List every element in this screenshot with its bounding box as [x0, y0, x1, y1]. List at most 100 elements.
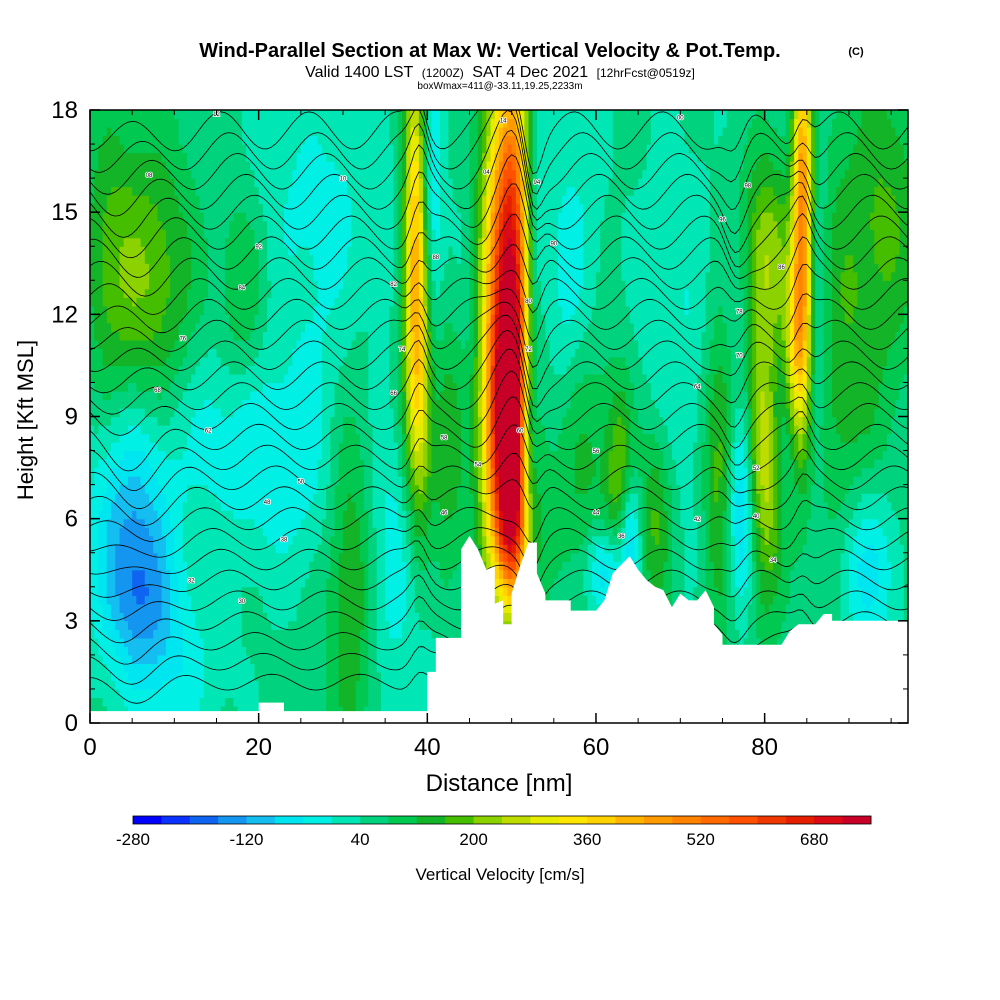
velocity-cell [262, 493, 268, 503]
velocity-cell [106, 595, 112, 605]
velocity-cell [300, 663, 306, 673]
velocity-cell [241, 246, 247, 256]
velocity-cell [317, 271, 323, 281]
velocity-cell [292, 195, 298, 205]
velocity-cell [292, 569, 298, 579]
velocity-cell [334, 169, 340, 179]
velocity-cell [364, 254, 369, 264]
velocity-cell [153, 620, 159, 630]
velocity-cell [178, 237, 184, 247]
velocity-cell [233, 578, 239, 588]
velocity-cell [313, 501, 319, 511]
velocity-cell [237, 501, 243, 511]
velocity-cell [191, 110, 197, 120]
velocity-cell [229, 501, 234, 511]
velocity-cell [153, 220, 159, 230]
velocity-cell [288, 561, 293, 571]
velocity-cell [98, 450, 104, 460]
velocity-cell [254, 663, 260, 673]
velocity-cell [283, 280, 289, 290]
velocity-cell [208, 373, 213, 384]
velocity-cell [283, 467, 289, 477]
velocity-cell [364, 288, 369, 298]
velocity-cell [212, 518, 218, 528]
velocity-cell [203, 135, 209, 145]
velocity-cell [157, 127, 163, 137]
velocity-cell [157, 510, 163, 520]
velocity-cell [212, 322, 218, 332]
velocity-cell [191, 407, 197, 418]
velocity-cell [178, 442, 184, 452]
velocity-cell [262, 425, 268, 435]
velocity-cell [174, 382, 180, 392]
velocity-cell [359, 161, 365, 171]
velocity-cell [94, 578, 100, 588]
velocity-cell [165, 399, 171, 409]
velocity-cell [372, 552, 378, 562]
velocity-cell [233, 603, 239, 613]
velocity-cell [321, 280, 327, 290]
velocity-cell [90, 246, 95, 256]
velocity-cell [330, 535, 336, 545]
velocity-cell [165, 382, 171, 392]
velocity-cell [296, 535, 302, 545]
velocity-cell [102, 442, 108, 452]
velocity-cell [106, 493, 112, 503]
velocity-cell [313, 178, 319, 188]
velocity-cell [283, 688, 289, 699]
velocity-cell [334, 476, 340, 486]
velocity-cell [233, 535, 239, 545]
velocity-cell [372, 407, 378, 418]
velocity-cell [241, 467, 247, 477]
velocity-cell [368, 271, 374, 281]
velocity-cell [119, 680, 125, 690]
velocity-cell [98, 118, 104, 128]
velocity-cell [216, 322, 222, 332]
velocity-cell [338, 578, 344, 588]
velocity-cell [376, 263, 382, 273]
velocity-cell [300, 322, 306, 332]
velocity-cell [224, 518, 230, 528]
velocity-cell [250, 356, 256, 367]
velocity-cell [102, 484, 108, 494]
velocity-cell [182, 680, 188, 690]
velocity-cell [174, 450, 180, 460]
velocity-cell [246, 118, 251, 128]
velocity-cell [309, 254, 315, 264]
velocity-cell [191, 280, 197, 290]
velocity-cell [195, 493, 201, 503]
velocity-cell [237, 356, 243, 367]
velocity-cell [186, 450, 192, 460]
velocity-cell [224, 271, 230, 281]
velocity-cell [241, 646, 247, 656]
velocity-cell [174, 476, 180, 486]
velocity-cell [140, 416, 146, 426]
velocity-cell [178, 161, 184, 171]
velocity-cell [182, 246, 188, 256]
box-wmax-note: boxWmax=411@-33.11,19.25,2233m [417, 81, 582, 92]
velocity-cell [241, 595, 247, 605]
velocity-cell [283, 459, 289, 469]
velocity-cell [237, 518, 243, 528]
velocity-cell [102, 552, 108, 562]
velocity-cell [330, 263, 336, 273]
velocity-cell [178, 629, 184, 639]
velocity-cell [212, 246, 218, 256]
velocity-cell [106, 399, 112, 409]
velocity-cell [106, 586, 112, 596]
velocity-cell [115, 603, 121, 613]
velocity-cell [132, 254, 137, 264]
velocity-cell [372, 161, 378, 171]
velocity-cell [342, 152, 348, 162]
velocity-cell [275, 629, 281, 639]
velocity-cell [94, 322, 100, 332]
velocity-cell [178, 544, 184, 554]
velocity-cell [321, 288, 327, 298]
velocity-cell [149, 271, 154, 281]
velocity-cell [208, 612, 213, 622]
velocity-cell [300, 110, 306, 120]
velocity-cell [271, 663, 277, 673]
velocity-cell [157, 382, 163, 392]
velocity-cell [364, 527, 369, 537]
velocity-cell [368, 305, 374, 315]
